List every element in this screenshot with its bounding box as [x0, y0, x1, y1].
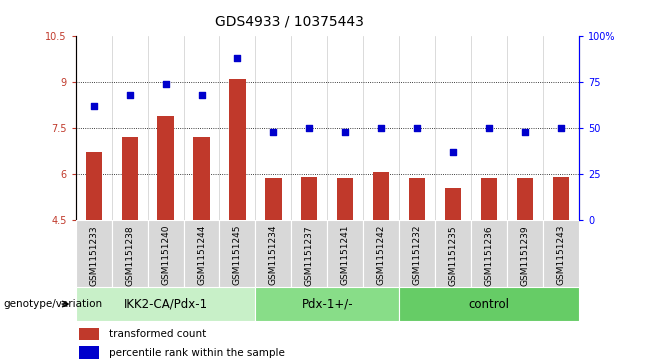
- Bar: [507, 220, 543, 287]
- Text: GSM1151243: GSM1151243: [557, 225, 566, 285]
- Bar: [255, 287, 399, 321]
- Text: GSM1151236: GSM1151236: [485, 225, 494, 286]
- Bar: [157, 116, 174, 220]
- Bar: [399, 287, 579, 321]
- Point: [124, 92, 135, 98]
- Bar: [363, 220, 399, 287]
- Text: Pdx-1+/-: Pdx-1+/-: [301, 298, 353, 310]
- Bar: [327, 220, 363, 287]
- Text: GSM1151233: GSM1151233: [89, 225, 98, 286]
- Bar: [409, 178, 425, 220]
- Bar: [265, 178, 282, 220]
- Point: [448, 149, 459, 155]
- Point: [304, 125, 315, 131]
- Bar: [76, 287, 255, 321]
- Point: [196, 92, 207, 98]
- Text: GSM1151244: GSM1151244: [197, 225, 206, 285]
- Bar: [481, 178, 497, 220]
- Bar: [435, 220, 471, 287]
- Point: [88, 103, 99, 109]
- Text: GSM1151241: GSM1151241: [341, 225, 350, 285]
- Bar: [230, 79, 245, 220]
- Point: [376, 125, 386, 131]
- Bar: [122, 137, 138, 220]
- Text: GSM1151237: GSM1151237: [305, 225, 314, 286]
- Bar: [291, 220, 327, 287]
- Bar: [255, 220, 291, 287]
- Bar: [112, 220, 147, 287]
- Point: [232, 56, 243, 61]
- Bar: [76, 220, 112, 287]
- Bar: [147, 220, 184, 287]
- Point: [484, 125, 494, 131]
- Point: [268, 129, 279, 135]
- Text: percentile rank within the sample: percentile rank within the sample: [109, 347, 284, 358]
- Text: GDS4933 / 10375443: GDS4933 / 10375443: [215, 15, 364, 29]
- Text: GSM1151232: GSM1151232: [413, 225, 422, 285]
- Text: GSM1151238: GSM1151238: [125, 225, 134, 286]
- Bar: [338, 178, 353, 220]
- Text: transformed count: transformed count: [109, 329, 206, 339]
- Bar: [543, 220, 579, 287]
- Bar: [193, 137, 210, 220]
- Bar: [399, 220, 435, 287]
- Text: genotype/variation: genotype/variation: [3, 299, 103, 309]
- Bar: [79, 327, 99, 340]
- Bar: [471, 220, 507, 287]
- Point: [556, 125, 567, 131]
- Text: GSM1151242: GSM1151242: [377, 225, 386, 285]
- Point: [161, 81, 171, 87]
- Bar: [79, 346, 99, 359]
- Text: GSM1151240: GSM1151240: [161, 225, 170, 285]
- Point: [340, 129, 351, 135]
- Bar: [445, 188, 461, 220]
- Bar: [184, 220, 220, 287]
- Bar: [220, 220, 255, 287]
- Bar: [301, 177, 317, 220]
- Bar: [86, 152, 102, 220]
- Text: GSM1151239: GSM1151239: [520, 225, 530, 286]
- Point: [412, 125, 422, 131]
- Point: [520, 129, 530, 135]
- Text: GSM1151234: GSM1151234: [269, 225, 278, 285]
- Text: control: control: [468, 298, 510, 310]
- Text: GSM1151245: GSM1151245: [233, 225, 242, 285]
- Bar: [517, 178, 533, 220]
- Bar: [373, 172, 390, 220]
- Bar: [553, 177, 569, 220]
- Text: GSM1151235: GSM1151235: [449, 225, 458, 286]
- Text: IKK2-CA/Pdx-1: IKK2-CA/Pdx-1: [124, 298, 208, 310]
